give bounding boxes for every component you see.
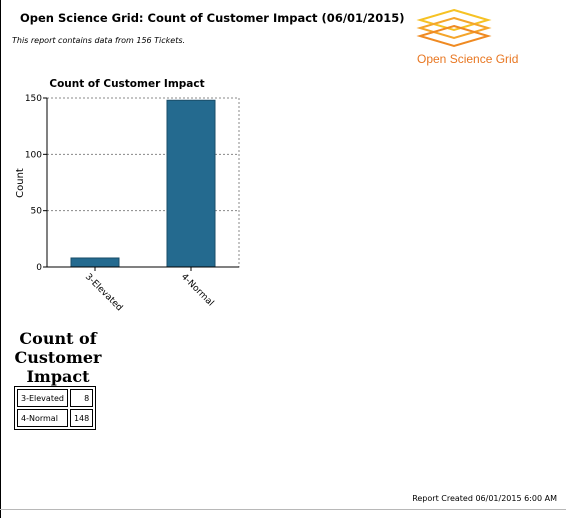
bar [166, 99, 216, 268]
y-tick-label: 50 [31, 207, 43, 217]
osg-stacked-diamonds-icon [416, 8, 492, 48]
table-cell-label: 4-Normal [17, 409, 68, 427]
customer-impact-chart: Count of Customer Impact Count 0 50 100 150… [15, 78, 240, 313]
report-subtitle: This report contains data from 156 Ticke… [12, 36, 186, 45]
summary-title-line: Count of [19, 329, 97, 348]
osg-logo: Open Science Grid [414, 8, 534, 70]
summary-section: Count of Customer Impact 3-Elevated 8 4-… [8, 329, 108, 430]
table-row: 3-Elevated 8 [17, 389, 94, 407]
bottom-border [0, 509, 566, 510]
summary-title-line: Customer [14, 348, 102, 367]
left-border [0, 0, 1, 518]
table-cell-value: 148 [69, 409, 94, 427]
summary-title-line: Impact [26, 367, 90, 386]
report-footer: Report Created 06/01/2015 6:00 AM [412, 494, 557, 503]
logo-text: Open Science Grid [417, 52, 519, 66]
table-cell-value: 8 [69, 389, 94, 407]
x-tick-label: 3-Elevated [83, 272, 124, 313]
x-tick-label: 4-Normal [179, 272, 215, 308]
y-tick-label: 100 [25, 150, 42, 160]
report-title: Open Science Grid: Count of Customer Imp… [20, 11, 405, 25]
y-tick-label: 0 [36, 263, 42, 273]
summary-table: 3-Elevated 8 4-Normal 148 [14, 386, 97, 430]
summary-title: Count of Customer Impact [8, 329, 108, 386]
y-axis-label: Count [15, 168, 26, 198]
bar [70, 257, 120, 268]
table-cell-label: 3-Elevated [17, 389, 68, 407]
y-tick-label: 150 [25, 94, 42, 104]
chart-title: Count of Customer Impact [49, 78, 204, 90]
table-row: 4-Normal 148 [17, 409, 94, 427]
